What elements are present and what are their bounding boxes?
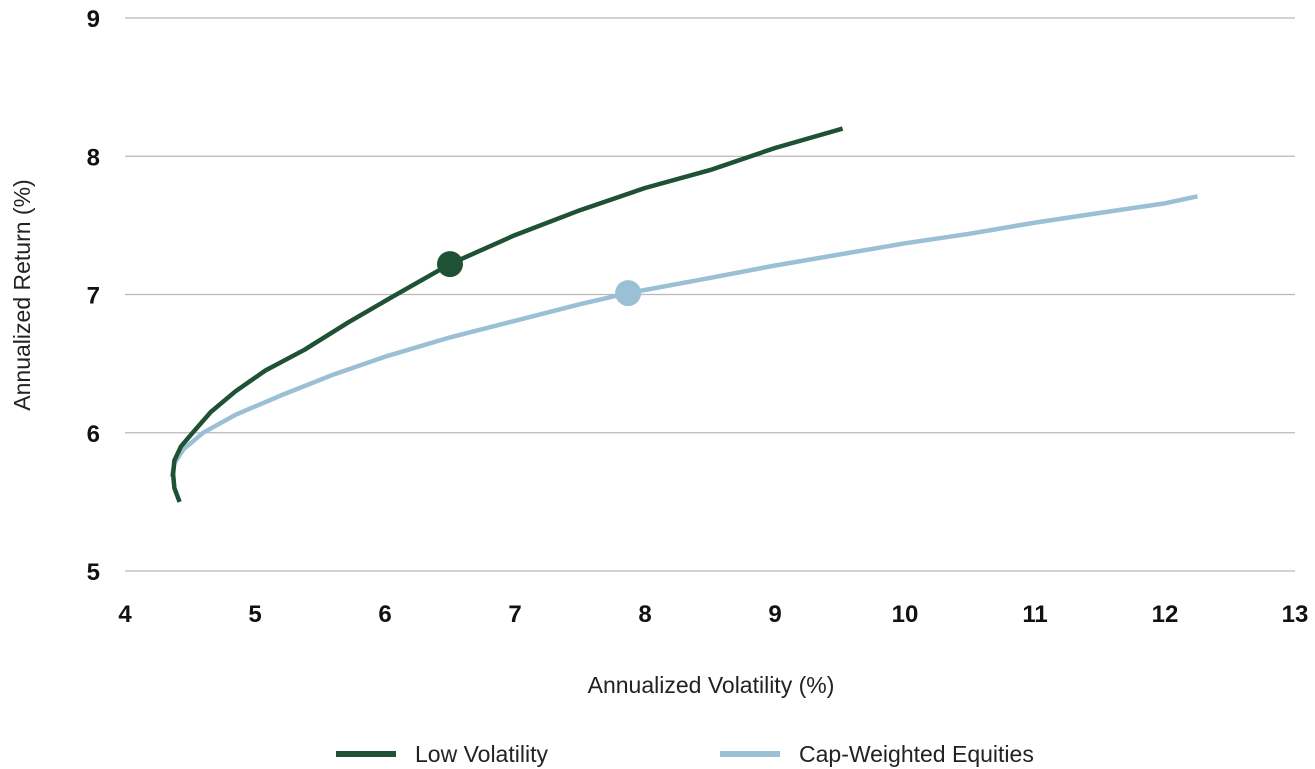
y-tick-label: 6 bbox=[87, 421, 100, 448]
x-axis-ticks: 4 5 6 7 8 9 10 11 12 13 bbox=[118, 601, 1308, 628]
x-tick-label: 10 bbox=[892, 601, 919, 628]
y-tick-label: 7 bbox=[87, 283, 100, 310]
x-tick-label: 4 bbox=[118, 601, 132, 628]
x-tick-label: 12 bbox=[1152, 601, 1179, 628]
y-tick-label: 5 bbox=[87, 559, 100, 586]
y-tick-label: 8 bbox=[87, 144, 100, 171]
x-tick-label: 7 bbox=[508, 601, 521, 628]
x-tick-label: 13 bbox=[1282, 601, 1309, 628]
highlight-point-cap-weighted-equities bbox=[615, 280, 642, 307]
legend: Low Volatility Cap-Weighted Equities bbox=[336, 741, 1034, 767]
series-line-low-volatility bbox=[170, 126, 844, 503]
highlight-markers bbox=[437, 251, 642, 307]
series-line-cap-weighted-equities bbox=[169, 194, 1198, 478]
y-tick-label: 9 bbox=[87, 6, 100, 33]
y-axis-label: Annualized Return (%) bbox=[9, 179, 35, 410]
y-axis-ticks: 5 6 7 8 9 bbox=[87, 6, 100, 586]
legend-label-low-volatility: Low Volatility bbox=[415, 741, 548, 767]
x-tick-label: 11 bbox=[1022, 601, 1047, 628]
grid-lines bbox=[125, 17, 1295, 572]
highlight-point-low-volatility bbox=[437, 251, 463, 278]
x-tick-label: 6 bbox=[378, 601, 391, 628]
x-tick-label: 9 bbox=[768, 601, 781, 628]
x-tick-label: 8 bbox=[638, 601, 651, 628]
x-tick-label: 5 bbox=[248, 601, 261, 628]
legend-label-cap-weighted-equities: Cap-Weighted Equities bbox=[799, 741, 1034, 767]
x-axis-label: Annualized Volatility (%) bbox=[588, 672, 835, 698]
series-lines bbox=[169, 126, 1198, 503]
